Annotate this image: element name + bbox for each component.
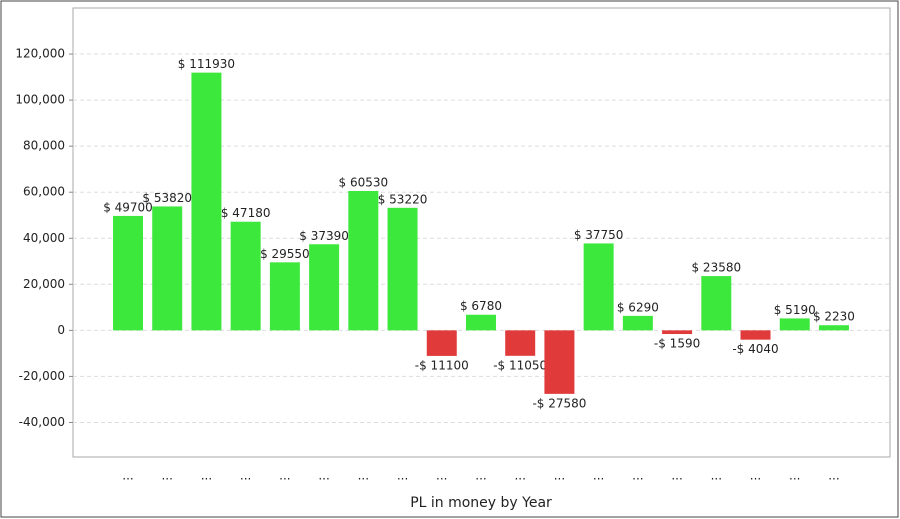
y-tick-label: 60,000 — [23, 185, 65, 199]
bar — [230, 221, 261, 331]
x-tick-label: ... — [436, 469, 447, 483]
x-tick-label: ... — [240, 469, 251, 483]
data-label: -$ 11050 — [493, 358, 547, 372]
data-label: $ 37390 — [299, 229, 349, 243]
bar — [701, 276, 732, 331]
bar — [113, 215, 143, 331]
bar — [426, 330, 457, 356]
bar — [309, 244, 340, 331]
bar — [740, 330, 771, 340]
x-tick-label: ... — [161, 469, 172, 483]
bar — [269, 262, 300, 331]
y-tick-label: -40,000 — [19, 415, 65, 429]
data-label: $ 47180 — [221, 206, 271, 220]
x-axis-title: PL in money by Year — [410, 495, 552, 511]
y-tick-label: 120,000 — [15, 47, 65, 61]
x-tick-label: ... — [593, 469, 604, 483]
bar — [662, 330, 693, 335]
x-tick-label: ... — [789, 469, 800, 483]
x-tick-label: ... — [632, 469, 643, 483]
bar — [544, 330, 575, 394]
bar — [818, 325, 849, 331]
data-label: $ 2230 — [813, 310, 855, 324]
x-tick-label: ... — [397, 469, 408, 483]
bar — [583, 243, 614, 331]
bar — [779, 318, 810, 331]
data-label: $ 6780 — [460, 299, 502, 313]
bar — [387, 207, 418, 331]
bar — [191, 72, 222, 331]
data-label: $ 29550 — [260, 247, 310, 261]
data-label: -$ 1590 — [654, 337, 700, 351]
data-label: $ 53220 — [378, 192, 428, 206]
bar — [152, 206, 183, 331]
x-tick-label: ... — [201, 469, 212, 483]
data-label: $ 49700 — [103, 200, 153, 214]
bar — [348, 190, 379, 331]
x-tick-label: ... — [554, 469, 565, 483]
x-tick-label: ... — [750, 469, 761, 483]
x-tick-label: ... — [279, 469, 290, 483]
x-tick-label: ... — [514, 469, 525, 483]
bar — [505, 330, 536, 356]
data-label: $ 5190 — [774, 303, 816, 317]
data-label: $ 37750 — [574, 228, 624, 242]
y-tick-label: 20,000 — [23, 277, 65, 291]
y-tick-label: 100,000 — [15, 93, 65, 107]
x-tick-label: ... — [671, 469, 682, 483]
x-tick-label: ... — [711, 469, 722, 483]
x-tick-label: ... — [828, 469, 839, 483]
y-tick-label: -20,000 — [19, 369, 65, 383]
data-label: $ 60530 — [339, 175, 389, 189]
data-label: $ 6290 — [617, 300, 659, 314]
data-label: -$ 11100 — [415, 358, 469, 372]
y-tick-label: 80,000 — [23, 139, 65, 153]
data-label: -$ 4040 — [732, 342, 778, 356]
data-label: $ 23580 — [691, 261, 741, 275]
y-tick-label: 0 — [57, 323, 65, 337]
x-tick-label: ... — [475, 469, 486, 483]
data-label: $ 111930 — [178, 57, 235, 71]
x-tick-label: ... — [358, 469, 369, 483]
y-tick-label: 40,000 — [23, 231, 65, 245]
data-label: $ 53820 — [142, 191, 192, 205]
bar — [622, 315, 653, 331]
x-tick-label: ... — [122, 469, 133, 483]
data-label: -$ 27580 — [532, 396, 586, 410]
x-tick-label: ... — [318, 469, 329, 483]
bar — [465, 314, 496, 331]
